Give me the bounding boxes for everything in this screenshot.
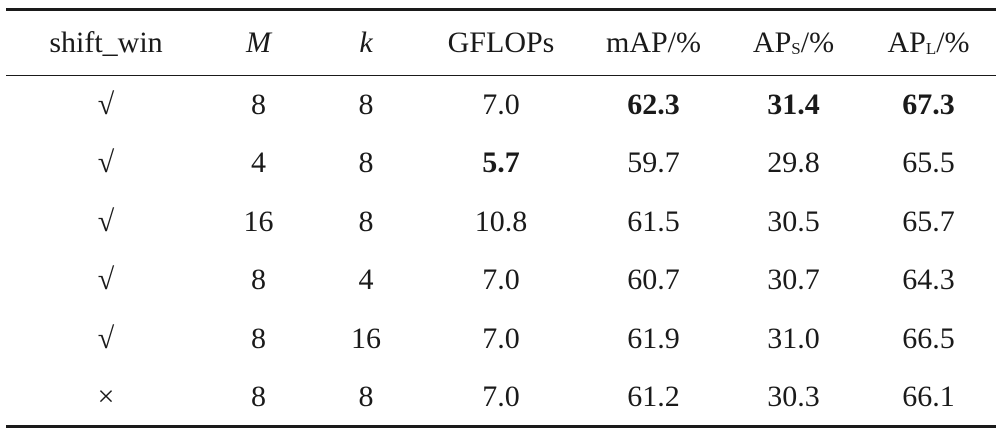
table-cell: 8 xyxy=(251,263,266,297)
header-cell: shift_win xyxy=(49,26,163,59)
header-cell: GFLOPs xyxy=(447,26,555,59)
header-cell: mAP/% xyxy=(605,26,701,59)
table-cell: 8 xyxy=(358,88,374,121)
results-table: shift_win M k GFLOPs mAP/% APS/% APL/% √… xyxy=(6,8,996,428)
table-cell: 64.3 xyxy=(902,263,955,297)
header-text: AP xyxy=(752,26,792,59)
header-row: shift_win M k GFLOPs mAP/% APS/% APL/% xyxy=(6,9,996,76)
table-cell: 66.5 xyxy=(902,321,955,355)
table-cell: 67.3 xyxy=(902,88,955,121)
table-row: √ 4 8 5.7 59.7 29.8 65.5 xyxy=(6,134,996,193)
table-cell: 7.0 xyxy=(482,88,520,121)
table-cell: √ xyxy=(97,146,115,180)
table-cell: 61.2 xyxy=(627,379,680,413)
table-row: √ 8 8 7.0 62.3 31.4 67.3 xyxy=(6,76,996,135)
header-cell: APS/% xyxy=(726,10,861,76)
table-cell: 5.7 xyxy=(482,146,520,180)
table-cell: 59.7 xyxy=(627,146,680,180)
header-cell: M xyxy=(246,26,271,59)
table-row: √ 8 4 7.0 60.7 30.7 64.3 xyxy=(6,251,996,310)
header-text: /% xyxy=(800,26,835,59)
table-body: √ 8 8 7.0 62.3 31.4 67.3 √ 4 8 5.7 59.7 29.8 65.5 √ 16 8… xyxy=(6,76,996,427)
table-cell: √ xyxy=(97,88,115,121)
table-cell: 8 xyxy=(251,379,266,413)
table-cell: 62.3 xyxy=(627,88,680,121)
header-subscript: L xyxy=(925,39,937,58)
table-row: × 8 8 7.0 61.2 30.3 66.1 xyxy=(6,368,996,427)
table-cell: × xyxy=(97,379,115,413)
header-cell: APL/% xyxy=(861,10,996,76)
header-subscript: S xyxy=(791,39,801,58)
table-cell: 16 xyxy=(351,321,381,355)
header-cell: k xyxy=(359,26,373,59)
table-cell: 65.7 xyxy=(902,204,955,238)
table-row: √ 16 8 10.8 61.5 30.5 65.7 xyxy=(6,193,996,252)
table-cell: 16 xyxy=(243,204,274,238)
table-cell: 8 xyxy=(358,204,374,238)
table-cell: 61.5 xyxy=(627,204,680,238)
table-cell: 7.0 xyxy=(482,263,520,297)
table-cell: 8 xyxy=(251,321,266,355)
table-cell: √ xyxy=(97,204,115,238)
table-cell: 31.0 xyxy=(767,321,820,355)
table-cell: 31.4 xyxy=(767,88,820,121)
table-cell: 8 xyxy=(358,146,374,180)
table-cell: 66.1 xyxy=(902,379,955,413)
table-cell: 7.0 xyxy=(482,379,520,413)
table-cell: 30.3 xyxy=(767,379,820,413)
header-text: AP xyxy=(887,26,926,59)
table-cell: 30.5 xyxy=(767,204,820,238)
table-cell: 30.7 xyxy=(767,263,820,297)
table-cell: 10.8 xyxy=(474,204,528,238)
table-cell: 61.9 xyxy=(627,321,680,355)
table-cell: 8 xyxy=(358,379,374,413)
table-cell: 7.0 xyxy=(482,321,520,355)
table-cell: 4 xyxy=(251,146,266,180)
table-cell: 60.7 xyxy=(627,263,680,297)
table-cell: 4 xyxy=(358,263,374,297)
table-cell: √ xyxy=(97,263,115,297)
table-cell: √ xyxy=(97,321,115,355)
table-header: shift_win M k GFLOPs mAP/% APS/% APL/% xyxy=(6,9,996,76)
table-cell: 8 xyxy=(251,88,266,121)
table-row: √ 8 16 7.0 61.9 31.0 66.5 xyxy=(6,310,996,369)
header-text: /% xyxy=(936,26,970,59)
table-cell: 29.8 xyxy=(767,146,820,180)
table-cell: 65.5 xyxy=(902,146,955,180)
